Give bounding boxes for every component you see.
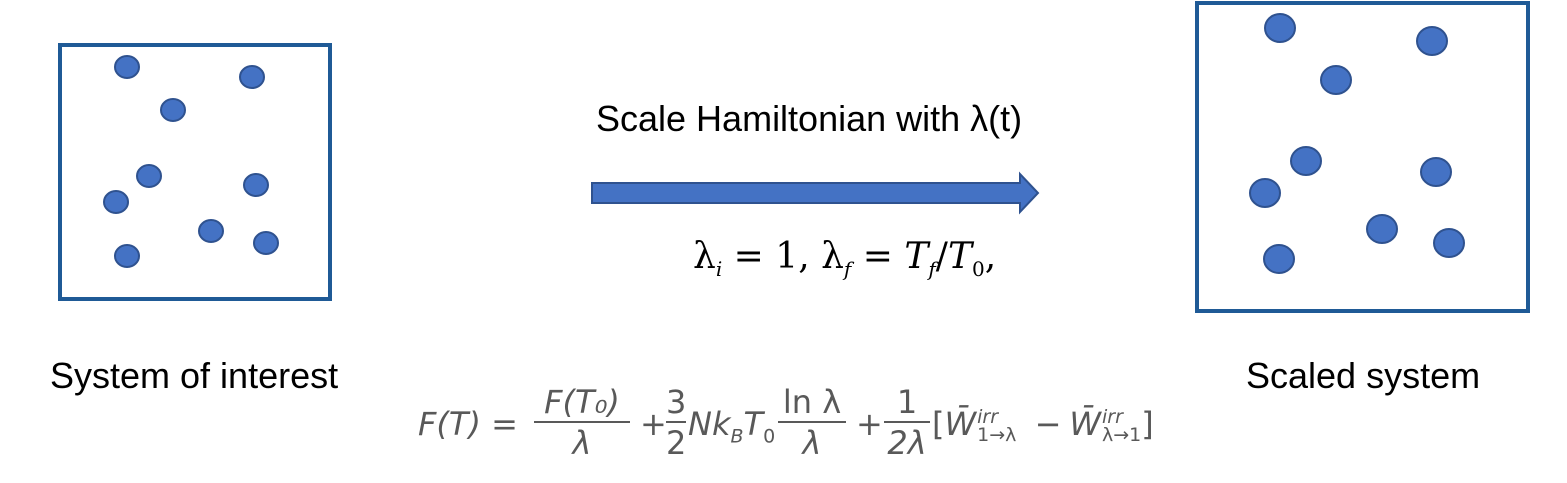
eq-frac1-den: λ xyxy=(572,424,592,462)
eq-frac1-bar xyxy=(534,421,630,423)
right-particle-9 xyxy=(1263,244,1295,274)
eq-w1-scripts: irr 1→λ xyxy=(977,406,1017,446)
eq-frac4-num: 1 xyxy=(896,383,918,421)
eq-frac1: F(T₀) λ xyxy=(534,383,630,463)
right-particle-6 xyxy=(1249,178,1281,208)
eq-bracket-term: [W̄ irr 1→λ − W̄ irr λ→1] xyxy=(932,405,1154,446)
tf-subscript: f xyxy=(928,257,936,282)
t0-subscript: 0 xyxy=(971,257,985,282)
eq-sub-zero: 0 xyxy=(763,425,776,448)
eq-frac1-num: F(T₀) xyxy=(544,383,620,421)
right-particle-3 xyxy=(1320,65,1352,95)
eq-plus1: + xyxy=(640,405,667,443)
t0-symbol: T xyxy=(947,236,972,277)
left-system-box xyxy=(58,43,332,301)
left-particle-6 xyxy=(103,190,129,214)
right-system-box xyxy=(1195,1,1530,313)
eq-frac3-num: ln λ xyxy=(782,383,842,421)
lambda-i-subscript: i xyxy=(715,257,723,282)
right-particle-8 xyxy=(1433,228,1465,258)
eq-w1-sub: 1→λ xyxy=(977,424,1017,446)
eq-w1: W̄ xyxy=(944,405,977,443)
left-particle-5 xyxy=(243,173,269,197)
lambda-f-symbol: λ xyxy=(821,236,844,277)
ratio-slash: / xyxy=(935,236,948,277)
left-caption: System of interest xyxy=(50,355,339,396)
left-particle-8 xyxy=(253,231,279,255)
left-particle-9 xyxy=(114,244,140,268)
eq-frac3-bar xyxy=(778,421,846,423)
right-caption: Scaled system xyxy=(1246,355,1481,396)
right-particle-2 xyxy=(1416,26,1448,56)
eq-frac3-den: λ xyxy=(802,424,822,462)
eq-minus: − xyxy=(1034,405,1062,443)
eq-frac4-den: 2λ xyxy=(887,424,927,462)
left-particle-2 xyxy=(239,65,265,89)
right-particle-5 xyxy=(1420,157,1452,187)
eq-lhs: F(T) = xyxy=(418,405,518,443)
eq-nkb-t0: NkBT0 xyxy=(688,405,775,447)
eq-w1-sup: irr xyxy=(977,406,999,428)
right-particle-1 xyxy=(1264,13,1296,43)
eq-frac4-bar xyxy=(884,421,930,423)
tf-symbol: T xyxy=(904,236,929,277)
left-particle-1 xyxy=(114,55,140,79)
eq-frac4: 1 2λ xyxy=(884,383,930,463)
eq-w2-sub: λ→1 xyxy=(1102,424,1142,446)
eq-plus2: + xyxy=(856,405,883,443)
eq-w2-sup: irr xyxy=(1102,406,1123,428)
eq-open-bracket: [ xyxy=(932,405,945,443)
eq-sub-b: B xyxy=(730,425,744,448)
right-particle-7 xyxy=(1366,214,1398,244)
eq-w2: W̄ xyxy=(1069,405,1102,443)
lambda-condition: λi = 1, λf = Tf/T0, xyxy=(693,236,996,281)
eq-frac2-den: 2 xyxy=(666,424,687,462)
left-particle-7 xyxy=(198,219,224,243)
eq-frac2-num: 3 xyxy=(666,383,687,421)
eq-frac2-bar xyxy=(666,421,686,423)
eq-close-bracket: ] xyxy=(1141,405,1154,443)
left-particles xyxy=(103,55,279,268)
eq-w2-scripts: irr λ→1 xyxy=(1102,406,1142,446)
eq-frac2: 3 2 xyxy=(666,383,686,463)
eq-t0: T xyxy=(743,405,764,443)
condition-comma: , xyxy=(984,236,997,277)
left-particle-4 xyxy=(136,164,162,188)
lambda-i-value: = 1, xyxy=(722,236,822,277)
eq-nk: Nk xyxy=(688,405,731,443)
eq-frac3: ln λ λ xyxy=(778,383,846,463)
arrow-label: Scale Hamiltonian with λ(t) xyxy=(596,98,1023,139)
scale-arrow xyxy=(591,171,1040,215)
lambda-i-symbol: λ xyxy=(693,236,716,277)
right-particles xyxy=(1249,13,1465,274)
right-particle-4 xyxy=(1290,146,1322,176)
left-particle-3 xyxy=(160,98,186,122)
lambda-f-equals: = xyxy=(851,236,905,277)
lambda-f-subscript: f xyxy=(843,257,852,282)
